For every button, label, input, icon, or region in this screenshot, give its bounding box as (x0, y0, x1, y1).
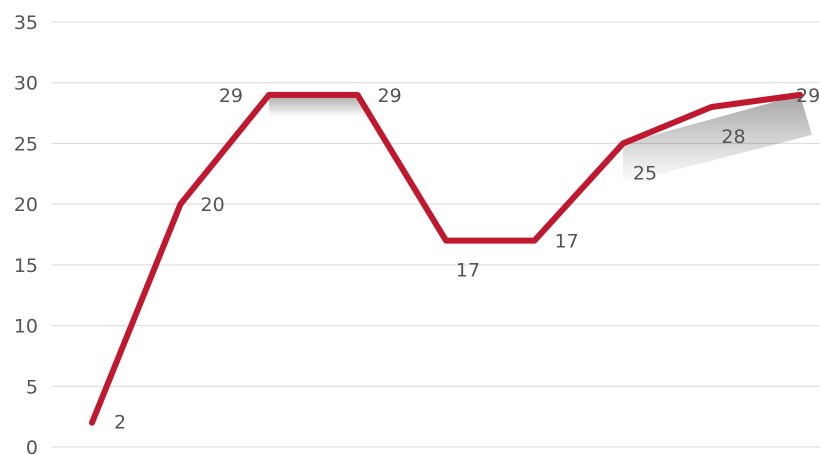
data-label-1: 2 (114, 412, 126, 434)
y-tick-label-0: 0 (26, 437, 38, 455)
y-tick-label-5: 5 (26, 376, 38, 398)
series-line (89, 91, 803, 426)
data-label-6: 17 (555, 231, 579, 253)
shadow-segment-3-4 (269, 94, 370, 117)
data-label-7: 25 (633, 162, 657, 184)
shadow-segment-7-9 (623, 94, 812, 184)
data-label-8: 28 (721, 126, 745, 148)
data-label-5: 17 (456, 260, 480, 282)
y-tick-label-25: 25 (14, 133, 38, 155)
y-tick-label-15: 15 (14, 255, 38, 277)
data-label-3: 29 (219, 85, 243, 107)
data-label-2: 20 (201, 194, 225, 216)
data-labels: 2 20 29 29 17 17 25 28 29 (114, 85, 820, 434)
y-tick-label-20: 20 (14, 194, 38, 216)
y-tick-label-35: 35 (14, 12, 38, 34)
y-tick-label-10: 10 (14, 316, 38, 338)
data-label-4: 29 (378, 85, 402, 107)
y-tick-label-30: 30 (14, 73, 38, 95)
line-shadow (269, 94, 812, 184)
data-label-9: 29 (796, 85, 820, 107)
y-axis-tick-labels: 0 5 10 15 20 25 30 35 (14, 12, 38, 455)
